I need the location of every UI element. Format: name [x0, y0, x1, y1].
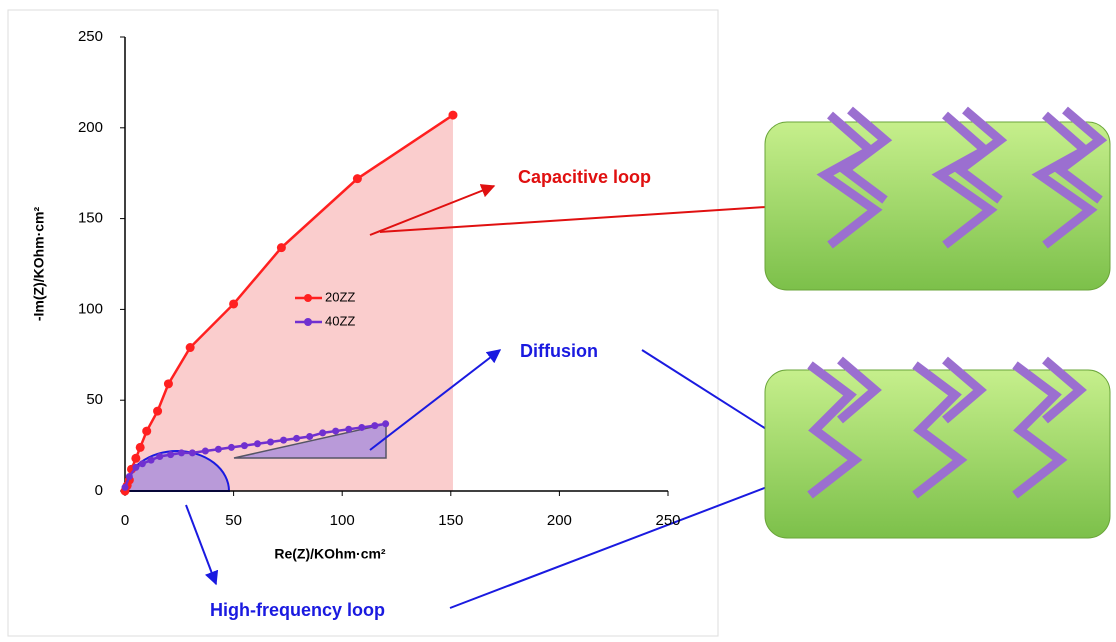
data-point	[448, 111, 457, 120]
y-axis-label: -Im(Z)/KOhm·cm²	[31, 207, 47, 322]
y-tick-label: 150	[78, 210, 103, 227]
data-point	[139, 460, 146, 467]
y-tick-label: 50	[86, 391, 103, 408]
x-tick-label: 0	[121, 512, 129, 529]
substrate	[765, 122, 1110, 290]
x-tick-label: 200	[547, 512, 572, 529]
data-point	[306, 433, 313, 440]
data-point	[167, 451, 174, 458]
annotation: Diffusion	[520, 341, 598, 361]
data-point	[148, 457, 155, 464]
data-point	[358, 424, 365, 431]
annotation: Capacitive loop	[518, 167, 651, 187]
data-point	[229, 299, 238, 308]
data-point	[345, 426, 352, 433]
arrow	[186, 505, 216, 584]
data-point	[332, 428, 339, 435]
data-point	[371, 422, 378, 429]
y-tick-label: 100	[78, 300, 103, 317]
data-point	[164, 379, 173, 388]
data-point	[126, 473, 133, 480]
legend-label: 40ZZ	[325, 313, 355, 328]
data-point	[202, 448, 209, 455]
data-point	[277, 243, 286, 252]
x-axis-label: Re(Z)/KOhm·cm²	[274, 546, 386, 562]
y-tick-label: 200	[78, 119, 103, 136]
data-point	[122, 484, 129, 491]
data-point	[132, 464, 139, 471]
data-point	[142, 427, 151, 436]
diagram-bottom	[765, 360, 1110, 538]
arrow	[450, 476, 796, 608]
x-tick-label: 150	[438, 512, 463, 529]
data-point	[254, 440, 261, 447]
figure: Capacitive loop Diffusion High-frequency…	[0, 0, 1116, 637]
annotation: High-frequency loop	[210, 600, 385, 620]
data-point	[382, 420, 389, 427]
data-point	[267, 438, 274, 445]
capacitive-area	[125, 115, 453, 491]
data-point	[156, 453, 163, 460]
data-point	[319, 429, 326, 436]
plot-area	[125, 115, 453, 491]
data-point	[228, 444, 235, 451]
data-point	[136, 443, 145, 452]
legend-marker	[304, 318, 312, 326]
data-point	[178, 449, 185, 456]
data-point	[186, 343, 195, 352]
x-tick-label: 100	[330, 512, 355, 529]
data-point	[153, 407, 162, 416]
data-point	[293, 435, 300, 442]
x-tick-label: 250	[655, 512, 680, 529]
legend-marker	[304, 294, 312, 302]
data-point	[215, 446, 222, 453]
y-tick-label: 0	[95, 482, 103, 499]
y-tick-label: 250	[78, 28, 103, 45]
data-point	[131, 454, 140, 463]
data-point	[353, 174, 362, 183]
diagram-top	[765, 110, 1110, 290]
data-point	[241, 442, 248, 449]
data-point	[189, 449, 196, 456]
legend-label: 20ZZ	[325, 289, 355, 304]
data-point	[280, 437, 287, 444]
x-tick-label: 50	[225, 512, 242, 529]
